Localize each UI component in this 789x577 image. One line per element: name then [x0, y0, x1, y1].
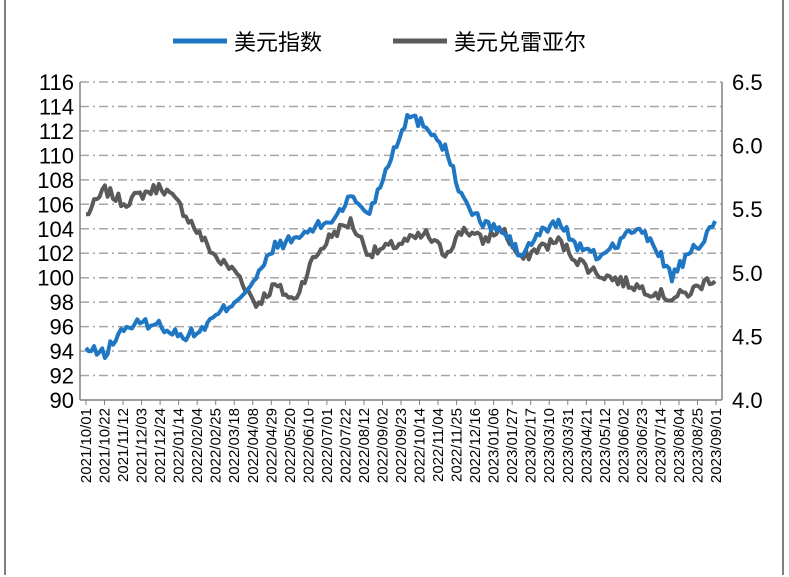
x-tick-label: 2022/09/02 — [374, 408, 391, 483]
legend-label-usd-brl: 美元兑雷亚尔 — [454, 31, 586, 56]
x-axis-ticks: 2021/10/01 2021/10/22 2021/11/12 2021/12/03… — [78, 400, 725, 483]
chart-frame — [4, 0, 784, 575]
x-tick-label: 2021/10/22 — [97, 408, 114, 483]
x-tick-label: 2022/11/25 — [449, 408, 466, 482]
x-tick-label: 2022/08/12 — [356, 408, 373, 483]
x-tick-label: 2023/08/04 — [671, 408, 688, 483]
right-axis-ticks: 4.0 4.5 5.0 5.5 6.0 6.5 — [732, 70, 763, 413]
x-tick-label: 2023/01/27 — [504, 408, 521, 483]
x-tick-label: 2023/09/01 — [708, 408, 725, 483]
x-tick-label: 2022/10/14 — [412, 408, 429, 483]
x-tick-label: 2022/06/10 — [300, 408, 317, 483]
x-tick-label: 2021/11/12 — [115, 408, 132, 482]
y-left-tick-label: 92 — [50, 364, 74, 389]
y-left-tick-label: 114 — [39, 94, 74, 119]
x-tick-label: 2023/01/06 — [486, 408, 503, 483]
x-tick-label: 2023/05/12 — [597, 408, 614, 483]
x-tick-label: 2021/12/03 — [134, 408, 151, 483]
y-right-tick-label: 6.0 — [732, 134, 763, 159]
legend: 美元指数 美元兑雷亚尔 — [173, 31, 586, 56]
y-left-tick-label: 100 — [37, 266, 74, 291]
x-tick-label: 2021/10/01 — [78, 408, 95, 483]
x-tick-label: 2022/03/18 — [226, 408, 243, 483]
y-right-tick-label: 5.5 — [732, 197, 763, 222]
series-line-usd-brl — [85, 181, 717, 309]
x-tick-label: 2022/12/16 — [467, 408, 484, 483]
x-tick-label: 2022/02/25 — [208, 408, 225, 483]
y-left-tick-label: 112 — [39, 119, 74, 144]
x-tick-label: 2022/09/23 — [393, 408, 410, 483]
y-left-tick-label: 94 — [50, 339, 74, 364]
x-tick-label: 2023/07/14 — [652, 408, 669, 483]
x-tick-label: 2023/03/10 — [541, 408, 558, 483]
series-layer — [84, 113, 717, 360]
y-left-tick-label: 96 — [50, 315, 74, 340]
y-right-tick-label: 6.5 — [732, 70, 763, 95]
x-tick-label: 2023/02/17 — [523, 408, 540, 483]
legend-label-usd-index: 美元指数 — [234, 31, 322, 56]
x-tick-label: 2022/02/04 — [189, 408, 206, 483]
x-tick-label: 2022/04/08 — [245, 408, 262, 483]
y-left-tick-label: 108 — [37, 168, 74, 193]
x-tick-label: 2023/06/02 — [615, 408, 632, 483]
x-tick-label: 2022/01/14 — [171, 408, 188, 483]
x-tick-label: 2022/04/29 — [263, 408, 280, 483]
series-line-usd-index — [84, 113, 717, 360]
y-right-tick-label: 4.0 — [732, 388, 763, 413]
x-tick-label: 2021/12/24 — [152, 408, 169, 483]
y-left-tick-label: 104 — [37, 217, 74, 242]
y-left-tick-label: 116 — [39, 70, 74, 95]
x-tick-label: 2022/05/20 — [282, 408, 299, 483]
x-tick-label: 2023/08/25 — [689, 408, 706, 483]
x-tick-label: 2023/04/21 — [578, 408, 595, 483]
x-tick-label: 2022/07/22 — [337, 408, 354, 483]
y-left-tick-label: 110 — [39, 143, 74, 168]
y-right-tick-label: 4.5 — [732, 324, 763, 349]
x-tick-label: 2022/11/04 — [430, 408, 447, 482]
x-tick-label: 2023/03/31 — [560, 408, 577, 483]
y-left-tick-label: 98 — [50, 290, 74, 315]
x-tick-label: 2022/07/01 — [319, 408, 336, 483]
y-left-tick-label: 106 — [37, 192, 74, 217]
y-left-tick-label: 90 — [50, 388, 74, 413]
y-right-tick-label: 5.0 — [732, 261, 763, 286]
y-left-tick-label: 102 — [37, 241, 74, 266]
x-tick-label: 2023/06/23 — [634, 408, 651, 483]
